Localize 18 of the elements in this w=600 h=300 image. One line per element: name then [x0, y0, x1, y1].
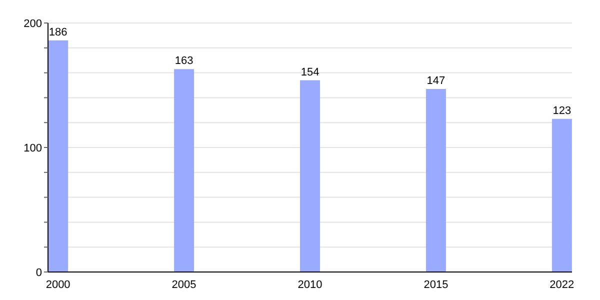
y-tick-label: 100: [24, 142, 42, 154]
x-tick-label: 2022: [550, 278, 574, 291]
y-tick-label: 200: [24, 18, 42, 30]
x-tick-label: 2015: [424, 278, 448, 291]
y-tick-label: 0: [36, 266, 42, 279]
bar: [48, 40, 68, 272]
x-tick-label: 2000: [46, 278, 70, 291]
bar: [300, 80, 320, 272]
bar: [426, 88, 446, 272]
data-label: 163: [174, 55, 194, 68]
x-tick-label: 2005: [172, 278, 196, 291]
data-label: 154: [300, 66, 320, 78]
x-tick-label: 2010: [298, 278, 322, 291]
bar: [174, 69, 194, 272]
data-label: 186: [48, 26, 68, 38]
data-label: 123: [552, 104, 572, 117]
bar: [552, 118, 572, 272]
data-label: 147: [426, 74, 446, 87]
